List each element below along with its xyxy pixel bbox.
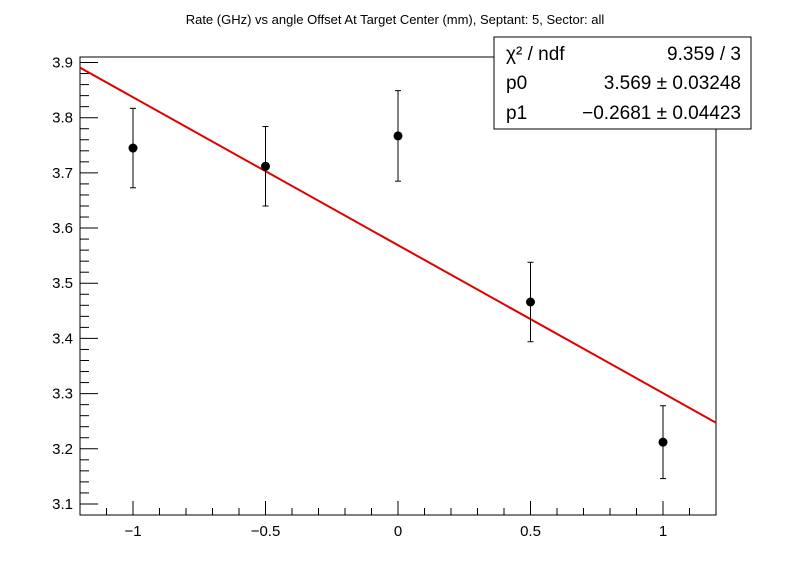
x-tick-label: 1 <box>659 523 667 540</box>
x-tick-label: 0.5 <box>520 523 541 540</box>
fit-line <box>79 66 717 424</box>
chart-title: Rate (GHz) vs angle Offset At Target Cen… <box>186 12 605 27</box>
x-tick-label: −0.5 <box>251 523 281 540</box>
stats-label: p1 <box>506 103 527 124</box>
stats-box <box>493 36 752 130</box>
y-tick-label: 3.8 <box>52 110 73 127</box>
x-tick-label: −1 <box>124 523 141 540</box>
data-point <box>658 437 668 447</box>
data-point <box>393 131 403 141</box>
y-tick-label: 3.9 <box>52 55 73 72</box>
x-tick-label: 0 <box>394 523 402 540</box>
y-tick-label: 3.3 <box>52 386 73 403</box>
y-tick-label: 3.5 <box>52 275 73 292</box>
data-point <box>128 143 138 153</box>
y-tick-label: 3.2 <box>52 441 73 458</box>
stats-label: p0 <box>506 73 527 94</box>
stats-label: χ² / ndf <box>506 44 565 65</box>
y-tick-label: 3.4 <box>52 330 73 347</box>
data-point <box>261 161 270 171</box>
stats-value: 9.359 / 3 <box>667 44 741 65</box>
data-point <box>526 297 535 307</box>
y-tick-label: 3.7 <box>52 165 73 182</box>
y-tick-label: 3.6 <box>52 220 73 237</box>
y-tick-label: 3.1 <box>52 496 73 513</box>
stats-value: −0.2681 ± 0.04423 <box>582 103 741 124</box>
stats-value: 3.569 ± 0.03248 <box>604 73 741 94</box>
